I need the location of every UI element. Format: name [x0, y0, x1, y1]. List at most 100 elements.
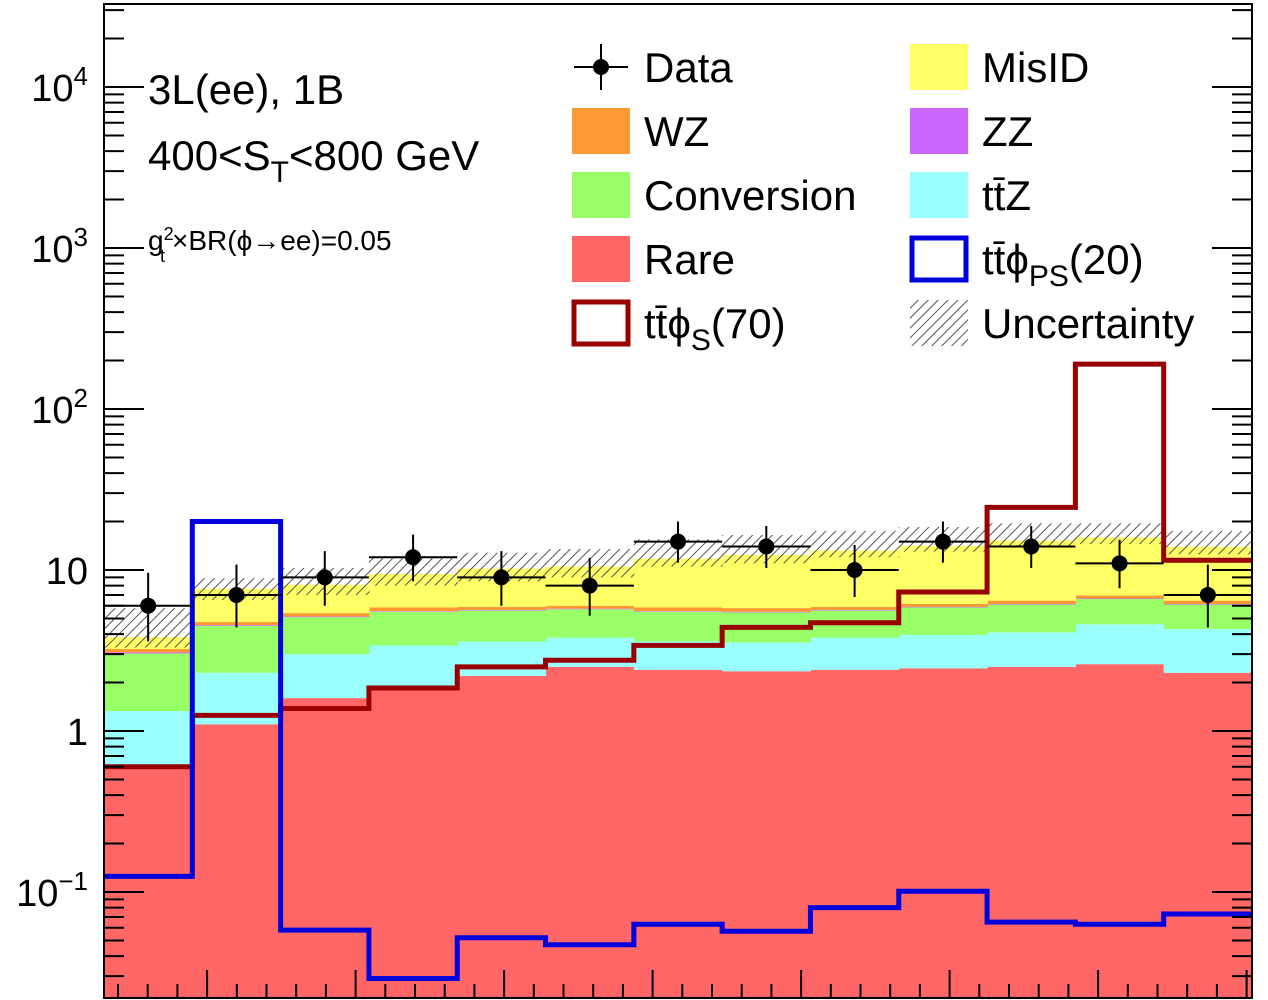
- y-tick-label: 10: [46, 551, 88, 593]
- bar-wz-bin-4: [368, 607, 458, 612]
- legend-conversion-swatch: [572, 172, 630, 218]
- legend-tt-z-label: tt̄Z: [982, 172, 1031, 219]
- legend-misid-label: MisID: [982, 44, 1089, 91]
- bar-ttz-bin-9: [810, 637, 900, 670]
- data-point-12: [1111, 555, 1128, 572]
- bar-wz-bin-10: [898, 603, 988, 607]
- legend-uncertainty-swatch: [910, 300, 968, 346]
- uncertainty-bin-12: [1075, 523, 1165, 545]
- bar-wz-bin-3: [280, 613, 370, 617]
- bar-conversion-bin-5: [457, 610, 547, 642]
- bar-conversion-bin-2: [192, 625, 282, 673]
- bar-rare-bin-2: [192, 724, 282, 998]
- legend-wz-swatch: [572, 108, 630, 154]
- data-point-2: [228, 586, 245, 603]
- bar-zz-bin-1: [104, 652, 193, 654]
- bar-conversion-bin-10: [898, 607, 988, 635]
- legend-zz-swatch: [910, 108, 968, 154]
- bar-wz-bin-9: [810, 606, 900, 610]
- bar-rare-bin-5: [457, 675, 547, 998]
- bar-conversion-bin-4: [368, 611, 458, 646]
- legend-wz-label: WZ: [644, 108, 709, 155]
- data-point-4: [405, 549, 422, 566]
- bar-rare-bin-13: [1163, 672, 1252, 998]
- plot-frame: [103, 3, 1253, 999]
- data-point-1: [140, 597, 157, 614]
- coupling-label: g2 t ×BR(ϕ→ee)=0.05: [148, 224, 392, 266]
- channel-label: 3L(ee), 1B: [148, 66, 344, 113]
- bar-zz-bin-9: [810, 609, 900, 611]
- data-points: [104, 521, 1252, 642]
- legend-tt-ps-swatch: [909, 235, 969, 283]
- y-tick-label: 104: [31, 61, 88, 110]
- bar-zz-bin-3: [280, 616, 370, 618]
- bar-ttz-bin-3: [280, 654, 370, 699]
- bar-wz-bin-11: [987, 600, 1076, 604]
- bar-ttz-bin-8: [722, 642, 812, 672]
- data-point-6: [581, 577, 598, 594]
- uncertainty-bin-13: [1163, 530, 1252, 555]
- legend-tt-s-label: tt̄ϕS(70): [644, 300, 786, 357]
- bar-conversion-bin-3: [280, 617, 370, 655]
- bar-rare-bin-9: [810, 669, 900, 998]
- annotations: 10−1 1 10 102 103 104 3L(ee), 1B 400<ST<800 GeV…: [16, 61, 479, 915]
- data-point-9: [846, 562, 863, 578]
- bar-zz-bin-11: [987, 603, 1076, 605]
- bar-zz-bin-12: [1075, 598, 1165, 600]
- legend-misid-swatch: [910, 44, 968, 90]
- legend-tt-s-swatch: [571, 299, 631, 347]
- st-range-label: 400<ST<800 GeV: [148, 132, 479, 189]
- data-point-3: [316, 569, 333, 586]
- bar-rare-bin-6: [545, 666, 635, 998]
- legend-uncertainty-label: Uncertainty: [982, 300, 1194, 347]
- bar-rare-bin-8: [722, 671, 812, 998]
- signal-lines: [104, 361, 1252, 982]
- bar-rare-bin-1: [104, 769, 193, 998]
- signal-tt-ps-20: [104, 519, 1252, 982]
- bar-ttz-bin-5: [457, 641, 547, 676]
- bar-misid-bin-7: [633, 558, 723, 608]
- legend-rare-swatch: [572, 236, 630, 282]
- legend-data-label: Data: [644, 44, 733, 91]
- bar-wz-bin-12: [1075, 595, 1165, 599]
- bar-rare-bin-11: [987, 666, 1076, 998]
- data-point-11: [1023, 538, 1040, 555]
- bar-wz-bin-5: [457, 606, 547, 610]
- bar-zz-bin-8: [722, 611, 812, 613]
- bar-zz-bin-10: [898, 606, 988, 608]
- bar-zz-bin-4: [368, 611, 458, 612]
- bar-ttz-bin-10: [898, 634, 988, 669]
- data-point-7: [670, 533, 686, 550]
- y-tick-label: 103: [31, 222, 88, 271]
- legend-tt-ps-label: tt̄ϕPS(20): [982, 236, 1144, 293]
- y-tick-label: 1: [67, 712, 88, 754]
- y-tick-label: 10−1: [16, 866, 88, 915]
- data-point-8: [758, 538, 775, 555]
- data-point-5: [493, 569, 510, 586]
- bar-wz-bin-1: [104, 649, 193, 653]
- bar-zz-bin-5: [457, 609, 547, 611]
- bar-ttz-bin-4: [368, 645, 458, 687]
- legend-data-marker-dot: [593, 59, 609, 75]
- legend: Data MisID WZ ZZ Conversion tt̄Z Rare tt̄ϕPS(20…: [571, 44, 1194, 357]
- axes: [103, 3, 1253, 999]
- bar-rare-bin-7: [633, 669, 723, 998]
- legend-rare-label: Rare: [644, 236, 735, 283]
- bar-wz-bin-8: [722, 608, 812, 612]
- bar-rare-bin-10: [898, 668, 988, 998]
- bar-conversion-bin-7: [633, 611, 723, 642]
- signal-tt-s-70: [104, 361, 1252, 770]
- legend-conversion-label: Conversion: [644, 172, 856, 219]
- bar-zz-bin-7: [633, 611, 723, 612]
- y-tick-label: 102: [31, 383, 88, 432]
- stacked-backgrounds: [104, 537, 1252, 998]
- bar-wz-bin-7: [633, 607, 723, 612]
- bar-ttz-bin-1: [104, 711, 193, 770]
- bar-ttz-bin-13: [1163, 629, 1252, 673]
- bar-conversion-bin-11: [987, 604, 1076, 633]
- data-point-13: [1199, 586, 1216, 603]
- data-point-10: [934, 533, 951, 550]
- bar-ttz-bin-11: [987, 632, 1076, 667]
- bar-ttz-bin-12: [1075, 624, 1165, 665]
